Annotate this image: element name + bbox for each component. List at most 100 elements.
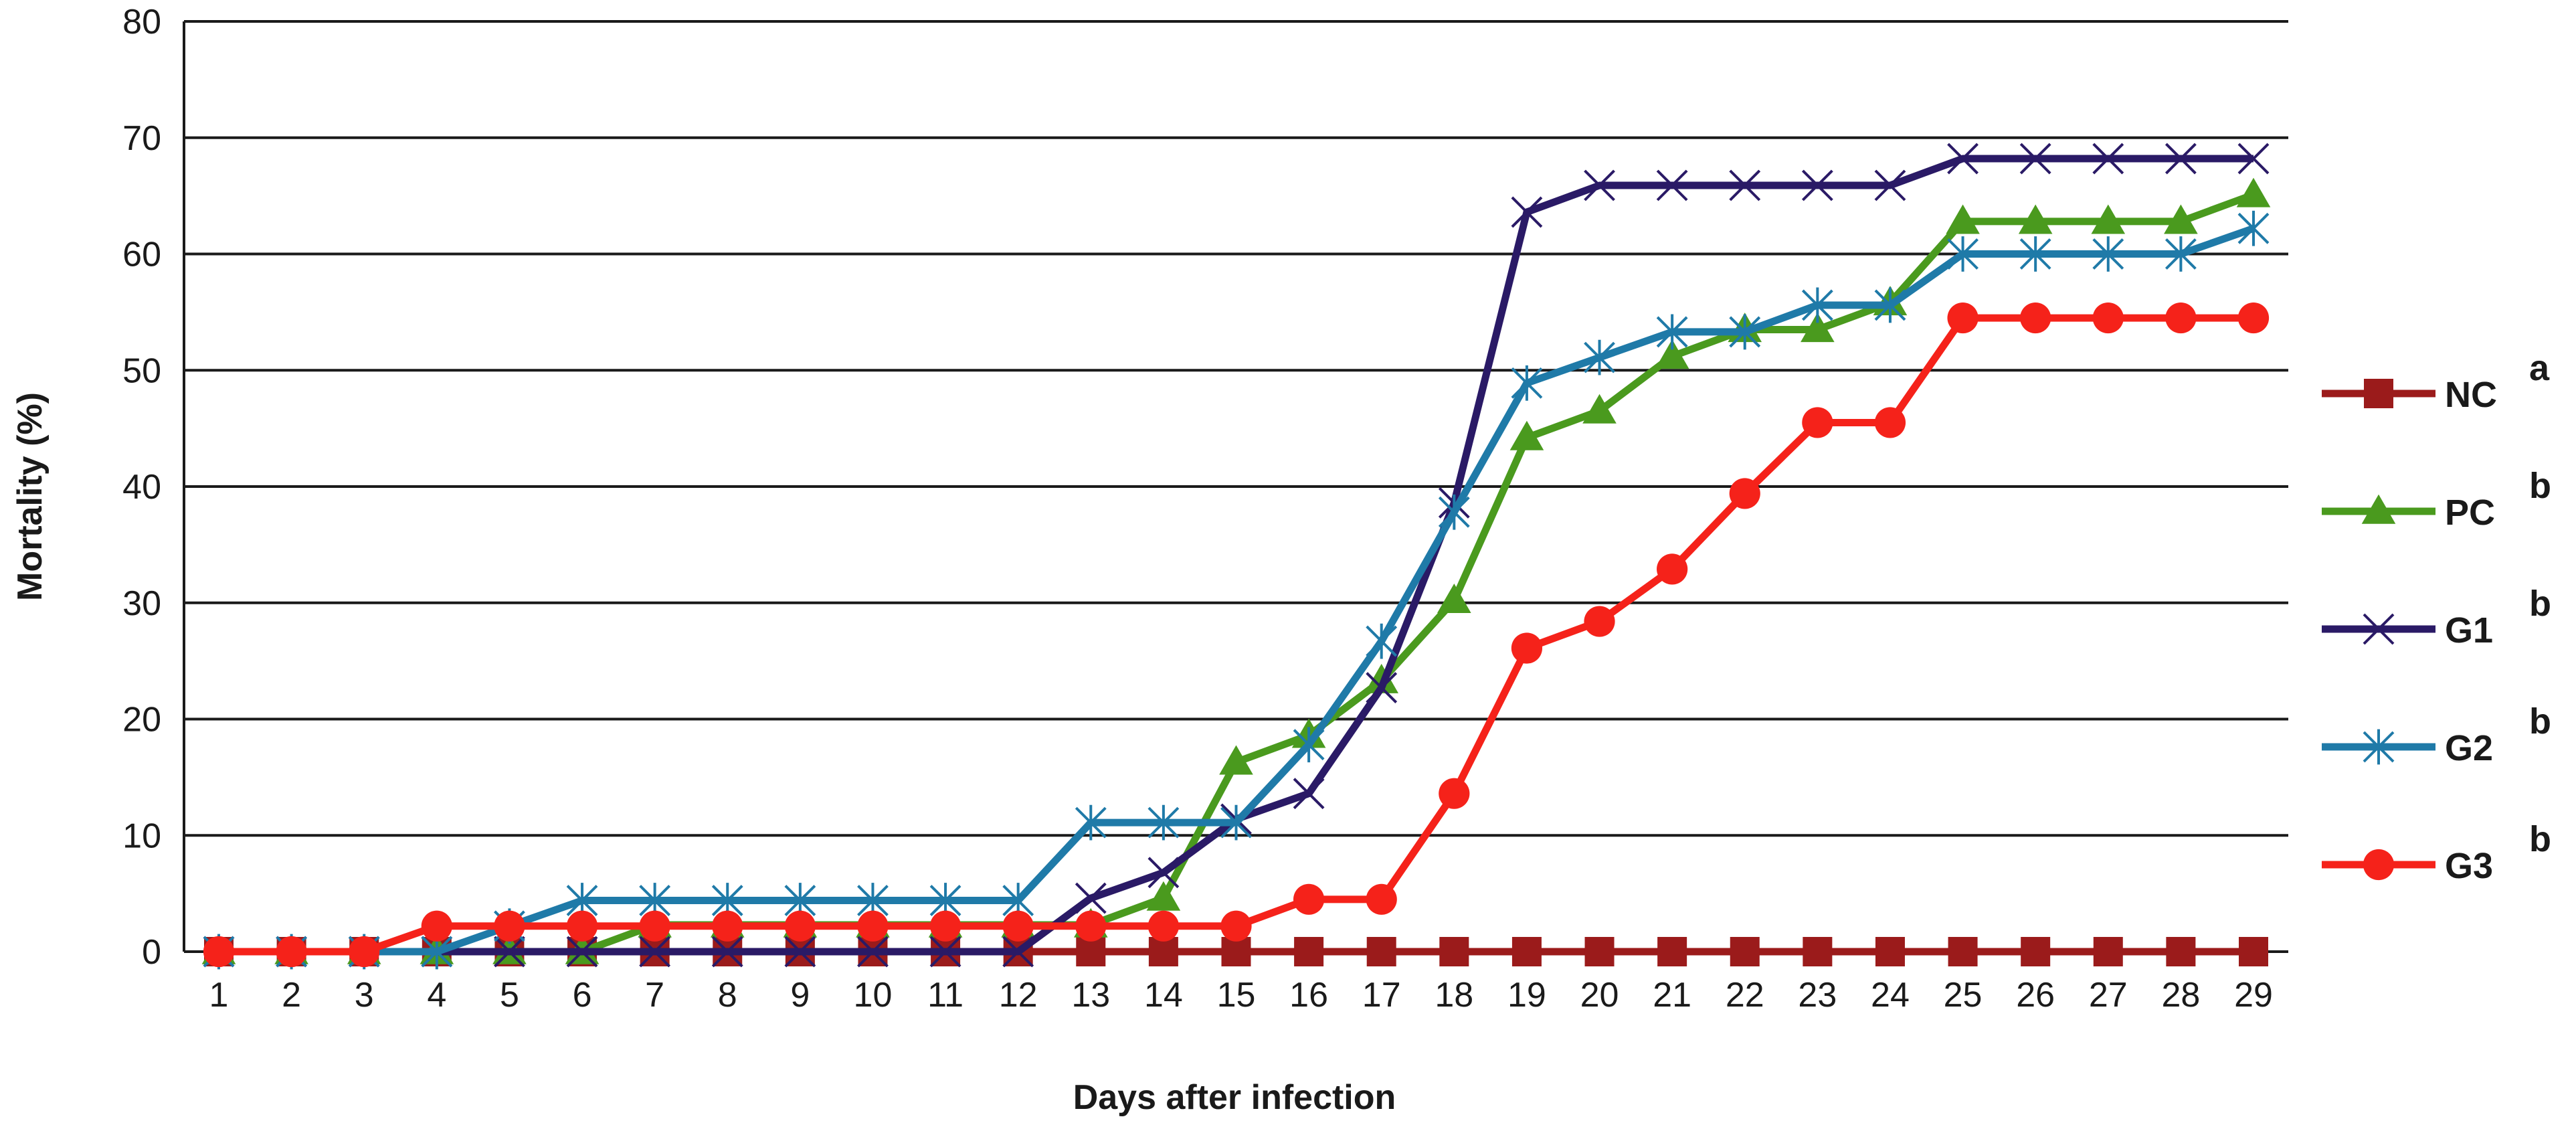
point-g3-day-13 — [1075, 910, 1107, 942]
point-nc-day-24 — [1875, 937, 1905, 966]
x-tick-21: 21 — [1653, 976, 1691, 1015]
point-g3-day-4 — [421, 910, 452, 942]
point-nc-day-23 — [1803, 937, 1833, 966]
x-axis-title: Days after infection — [1073, 1078, 1396, 1117]
point-g3-day-19 — [1511, 632, 1543, 664]
point-g1-day-13 — [1075, 882, 1107, 914]
point-nc-day-21 — [1657, 937, 1687, 966]
legend-item-nc: NC a — [2322, 348, 2550, 415]
point-nc-day-15 — [1221, 937, 1251, 966]
point-g2-day-16 — [1293, 727, 1325, 763]
point-g2-day-13 — [1075, 804, 1107, 841]
legend-label-g1: G1 — [2445, 610, 2493, 651]
point-g3-day-5 — [494, 910, 525, 942]
point-g2-day-23 — [1801, 287, 1833, 323]
point-g1-day-27 — [2092, 143, 2124, 175]
point-g3-day-14 — [1147, 910, 1179, 942]
x-tick-28: 28 — [2161, 976, 2200, 1015]
x-tick-10: 10 — [854, 976, 893, 1015]
point-g1-day-8 — [711, 936, 743, 968]
point-nc-day-17 — [1366, 937, 1396, 966]
y-tick-60: 60 — [122, 236, 161, 274]
y-tick-10: 10 — [122, 816, 161, 855]
point-g2-day-15 — [1220, 804, 1252, 841]
x-tick-2: 2 — [282, 976, 301, 1015]
point-g3-day-28 — [2165, 302, 2197, 334]
y-tick-80: 80 — [122, 3, 161, 41]
x-tick-14: 14 — [1144, 976, 1183, 1015]
point-g2-day-28 — [2165, 236, 2197, 272]
x-tick-27: 27 — [2089, 976, 2128, 1015]
point-nc-day-13 — [1076, 937, 1106, 966]
point-g3-day-7 — [639, 910, 670, 942]
point-g3-day-6 — [566, 910, 598, 942]
point-g3-day-10 — [857, 910, 889, 942]
legend-marker-g1 — [2363, 613, 2395, 645]
point-g1-day-25 — [1947, 143, 1979, 175]
x-tick-3: 3 — [355, 976, 374, 1015]
point-g2-day-20 — [1584, 339, 1615, 375]
x-tick-22: 22 — [1726, 976, 1764, 1015]
point-g3-day-9 — [784, 910, 816, 942]
point-g1-day-6 — [566, 936, 598, 968]
y-tick-70: 70 — [122, 119, 161, 158]
point-g1-day-20 — [1584, 169, 1615, 201]
point-g3-day-26 — [2020, 302, 2051, 334]
point-nc-day-25 — [1948, 937, 1978, 966]
x-tick-15: 15 — [1217, 976, 1256, 1015]
legend-sup-pc: b — [2529, 466, 2551, 506]
x-tick-13: 13 — [1071, 976, 1110, 1015]
x-tick-6: 6 — [573, 976, 592, 1015]
point-g3-day-8 — [712, 910, 743, 942]
point-g2-day-25 — [1947, 236, 1979, 272]
point-g1-day-21 — [1656, 169, 1688, 201]
point-g3-day-16 — [1293, 883, 1325, 915]
point-g1-day-22 — [1729, 169, 1761, 201]
point-pc-day-20 — [1582, 394, 1617, 424]
x-tick-25: 25 — [1944, 976, 1983, 1015]
point-g3-day-12 — [1002, 910, 1034, 942]
legend-item-g3: G3 b — [2322, 819, 2551, 886]
legend-sup-g2: b — [2529, 701, 2551, 742]
x-tick-19: 19 — [1507, 976, 1546, 1015]
y-tick-50: 50 — [122, 351, 161, 390]
series-pc — [201, 177, 2271, 964]
legend-sup-nc: a — [2529, 348, 2550, 388]
series-line-g3 — [219, 314, 2253, 956]
point-g3-day-29 — [2237, 302, 2270, 334]
legend-marker-g2 — [2363, 729, 2395, 765]
point-g2-day-22 — [1729, 314, 1761, 350]
point-g3-day-25 — [1947, 302, 1979, 334]
point-pc-day-19 — [1509, 420, 1544, 450]
x-tick-labels: 1 2 3 4 5 6 7 8 9 10 11 12 13 14 15 16 17 18 19 20 21 22 23 24 2… — [209, 976, 2273, 1015]
legend-marker-nc — [2364, 379, 2393, 408]
legend-item-g1: G1 b — [2322, 584, 2551, 651]
point-nc-day-14 — [1148, 937, 1178, 966]
point-g2-day-24 — [1874, 287, 1906, 323]
point-g3-day-18 — [1439, 778, 1470, 809]
x-tick-20: 20 — [1580, 976, 1619, 1015]
point-g2-day-14 — [1147, 804, 1180, 841]
point-g2-day-19 — [1511, 365, 1543, 401]
y-tick-40: 40 — [122, 468, 161, 507]
point-g2-day-17 — [1366, 623, 1398, 659]
legend-label-nc: NC — [2445, 375, 2497, 415]
point-g1-day-10 — [857, 936, 889, 968]
series-g1 — [203, 143, 2270, 968]
legend-marker-pc — [2361, 494, 2396, 524]
point-g3-day-2 — [276, 936, 307, 968]
y-tick-30: 30 — [122, 584, 161, 623]
point-g1-day-16 — [1293, 778, 1325, 810]
point-nc-day-22 — [1730, 937, 1760, 966]
legend-sup-g3: b — [2529, 819, 2551, 859]
point-nc-day-16 — [1294, 937, 1324, 966]
point-nc-day-20 — [1584, 937, 1615, 966]
x-tick-17: 17 — [1362, 976, 1401, 1015]
point-g1-day-26 — [2019, 143, 2051, 175]
point-g1-day-5 — [494, 936, 525, 968]
y-tick-0: 0 — [142, 933, 161, 972]
point-pc-day-28 — [2164, 204, 2198, 234]
point-g1-day-14 — [1147, 857, 1180, 889]
legend-item-g2: G2 b — [2322, 701, 2551, 768]
